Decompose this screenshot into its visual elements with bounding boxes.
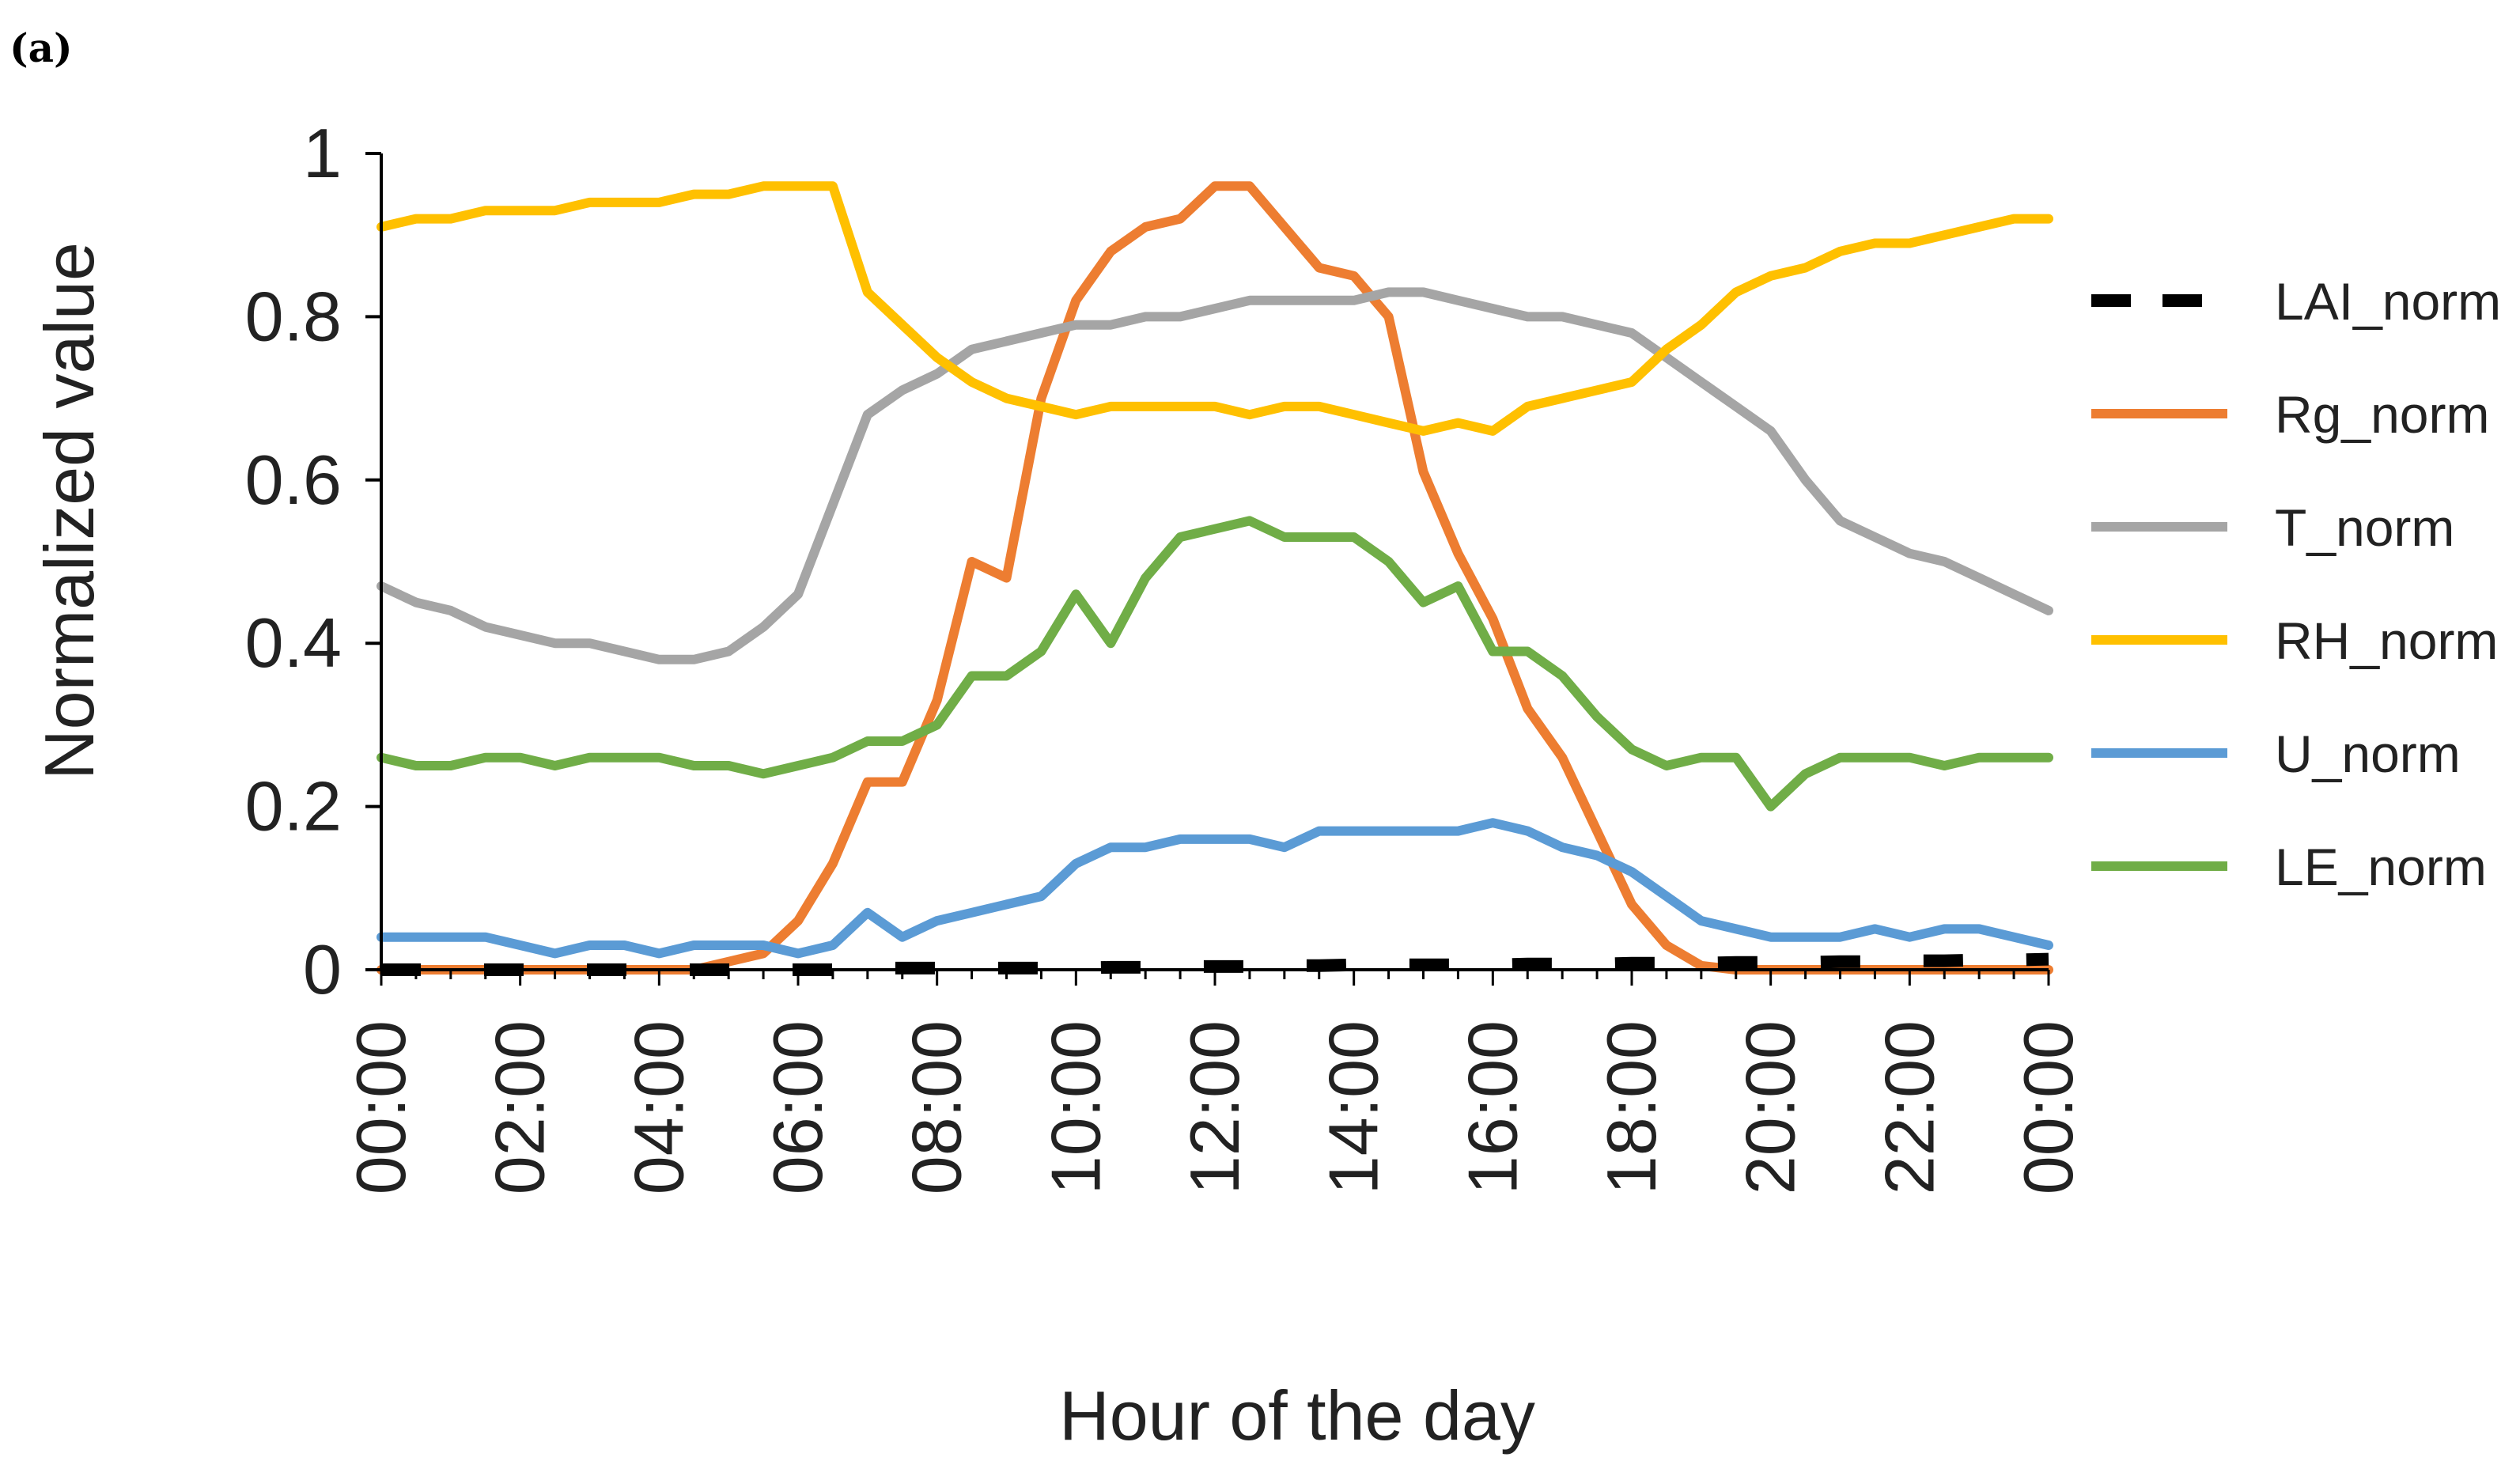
series-line-t-norm [376,287,2053,664]
y-tick-label: 1 [303,114,342,192]
legend-label-le-norm: LE_norm [2275,838,2487,896]
x-axis: 00:00 02:00 04:00 06:00 08:00 10:00 12:00 14:00… [342,968,2087,1194]
series-line-rh-norm [376,181,2053,436]
legend: LAI_norm Rg_norm T_norm RH_norm U_norm LE_nor… [2091,272,2501,896]
x-tick-label: 20:00 [1731,1020,1810,1194]
x-tick-label: 04:00 [619,1020,698,1194]
y-tick-label: 0 [303,930,342,1009]
x-tick-label: 02:00 [481,1020,559,1194]
x-tick-label: 00:00 [2009,1020,2087,1194]
x-tick-label: 00:00 [342,1020,420,1194]
y-tick-label: 0.2 [245,767,342,846]
x-tick-label: 06:00 [759,1020,837,1194]
legend-label-u-norm: U_norm [2275,725,2461,783]
panel-label: (a) [9,25,73,71]
series-line-lai-norm [381,952,2049,976]
x-tick-label: 08:00 [898,1020,976,1194]
y-axis: 0 0.2 0.4 0.6 0.8 1 [245,114,383,1009]
plot-area [376,181,2053,976]
x-tick-label: 22:00 [1870,1020,1948,1194]
x-axis-title: Hour of the day [1059,1376,1535,1455]
legend-label-rg-norm: Rg_norm [2275,385,2489,444]
y-tick-label: 0.6 [245,441,342,519]
y-tick-label: 0.4 [245,604,342,682]
x-tick-label: 16:00 [1453,1020,1531,1194]
series-line-rg-norm [376,181,2053,975]
y-tick-label: 0.8 [245,277,342,355]
series-line-u-norm [376,818,2053,959]
x-tick-label: 18:00 [1592,1020,1671,1194]
x-tick-label: 12:00 [1175,1020,1254,1194]
y-axis-title: Normalized value [30,242,108,780]
legend-label-lai-norm: LAI_norm [2275,272,2501,331]
legend-label-rh-norm: RH_norm [2275,611,2498,670]
x-tick-label: 10:00 [1036,1020,1114,1194]
x-tick-label: 14:00 [1315,1020,1393,1194]
legend-label-t-norm: T_norm [2275,498,2454,557]
series-line-le-norm [376,516,2053,812]
